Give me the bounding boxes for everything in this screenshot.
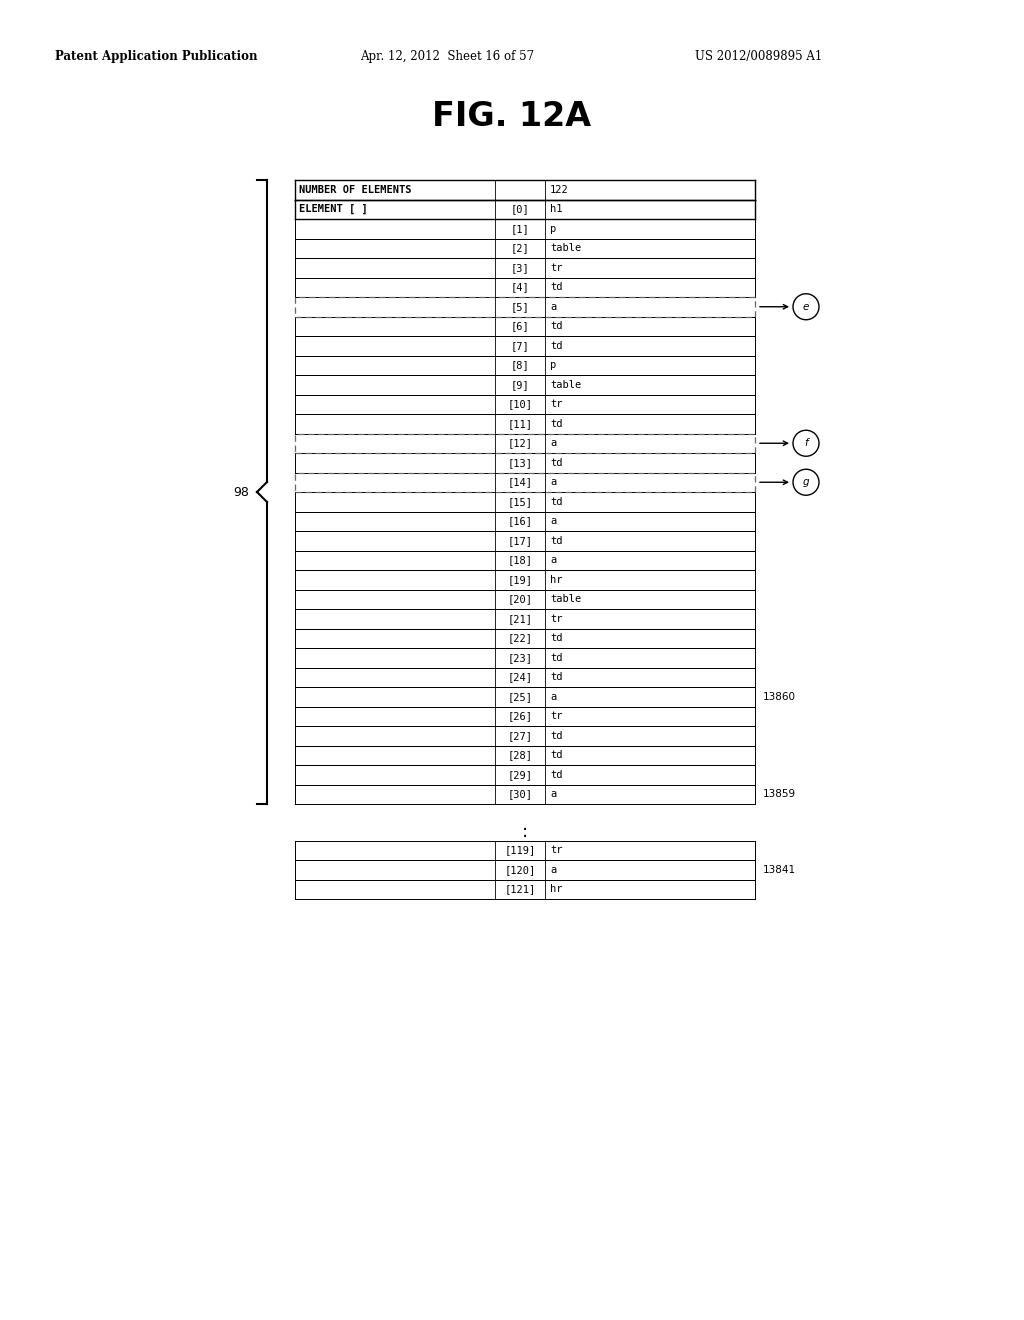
Text: [10]: [10] <box>508 399 532 409</box>
Text: [30]: [30] <box>508 789 532 799</box>
Text: [11]: [11] <box>508 418 532 429</box>
Text: hr: hr <box>550 884 562 894</box>
Text: [3]: [3] <box>511 263 529 273</box>
Text: [19]: [19] <box>508 574 532 585</box>
Text: td: td <box>550 634 562 643</box>
Text: td: td <box>550 536 562 545</box>
Text: [29]: [29] <box>508 770 532 780</box>
Text: td: td <box>550 653 562 663</box>
Text: hr: hr <box>550 574 562 585</box>
Text: [9]: [9] <box>511 380 529 389</box>
Text: g: g <box>803 478 809 487</box>
Text: 13860: 13860 <box>763 692 796 702</box>
Text: [8]: [8] <box>511 360 529 370</box>
Text: table: table <box>550 243 582 253</box>
Text: :: : <box>522 822 528 841</box>
Text: td: td <box>550 750 562 760</box>
Text: [0]: [0] <box>511 205 529 214</box>
Text: a: a <box>550 556 556 565</box>
Text: td: td <box>550 672 562 682</box>
Text: a: a <box>550 865 556 875</box>
Text: tr: tr <box>550 263 562 273</box>
Text: ELEMENT [ ]: ELEMENT [ ] <box>299 205 368 214</box>
Text: 98: 98 <box>233 486 249 499</box>
Text: tr: tr <box>550 614 562 624</box>
Text: a: a <box>550 438 556 449</box>
Text: td: td <box>550 282 562 292</box>
Text: [21]: [21] <box>508 614 532 624</box>
Text: [2]: [2] <box>511 243 529 253</box>
Text: [24]: [24] <box>508 672 532 682</box>
Text: table: table <box>550 380 582 389</box>
Text: [28]: [28] <box>508 750 532 760</box>
Text: [119]: [119] <box>505 845 536 855</box>
Text: [120]: [120] <box>505 865 536 875</box>
Text: [12]: [12] <box>508 438 532 449</box>
Text: US 2012/0089895 A1: US 2012/0089895 A1 <box>695 50 822 63</box>
Text: [25]: [25] <box>508 692 532 702</box>
Text: Patent Application Publication: Patent Application Publication <box>55 50 257 63</box>
Text: a: a <box>550 516 556 527</box>
Text: FIG. 12A: FIG. 12A <box>432 100 592 133</box>
Text: [26]: [26] <box>508 711 532 721</box>
Text: Apr. 12, 2012  Sheet 16 of 57: Apr. 12, 2012 Sheet 16 of 57 <box>360 50 535 63</box>
Text: a: a <box>550 478 556 487</box>
Text: td: td <box>550 731 562 741</box>
Text: td: td <box>550 496 562 507</box>
Text: td: td <box>550 341 562 351</box>
Text: [17]: [17] <box>508 536 532 545</box>
Text: 13859: 13859 <box>763 789 796 799</box>
Text: td: td <box>550 458 562 467</box>
Text: [20]: [20] <box>508 594 532 605</box>
Text: td: td <box>550 770 562 780</box>
Text: a: a <box>550 302 556 312</box>
Text: [27]: [27] <box>508 731 532 741</box>
Text: f: f <box>804 438 808 449</box>
Text: [5]: [5] <box>511 302 529 312</box>
Text: [13]: [13] <box>508 458 532 467</box>
Text: a: a <box>550 692 556 702</box>
Text: a: a <box>550 789 556 799</box>
Text: [23]: [23] <box>508 653 532 663</box>
Text: tr: tr <box>550 711 562 721</box>
Text: tr: tr <box>550 399 562 409</box>
Text: h1: h1 <box>550 205 562 214</box>
Text: NUMBER OF ELEMENTS: NUMBER OF ELEMENTS <box>299 185 412 195</box>
Text: 122: 122 <box>550 185 568 195</box>
Text: [4]: [4] <box>511 282 529 292</box>
Text: td: td <box>550 418 562 429</box>
Text: [14]: [14] <box>508 478 532 487</box>
Text: 13841: 13841 <box>763 865 796 875</box>
Text: [16]: [16] <box>508 516 532 527</box>
Text: p: p <box>550 224 556 234</box>
Text: [18]: [18] <box>508 556 532 565</box>
Text: table: table <box>550 594 582 605</box>
Text: tr: tr <box>550 845 562 855</box>
Text: [1]: [1] <box>511 224 529 234</box>
Text: [22]: [22] <box>508 634 532 643</box>
Text: e: e <box>803 302 809 312</box>
Text: td: td <box>550 321 562 331</box>
Text: [7]: [7] <box>511 341 529 351</box>
Text: [121]: [121] <box>505 884 536 894</box>
Text: [6]: [6] <box>511 321 529 331</box>
Text: p: p <box>550 360 556 370</box>
Text: [15]: [15] <box>508 496 532 507</box>
